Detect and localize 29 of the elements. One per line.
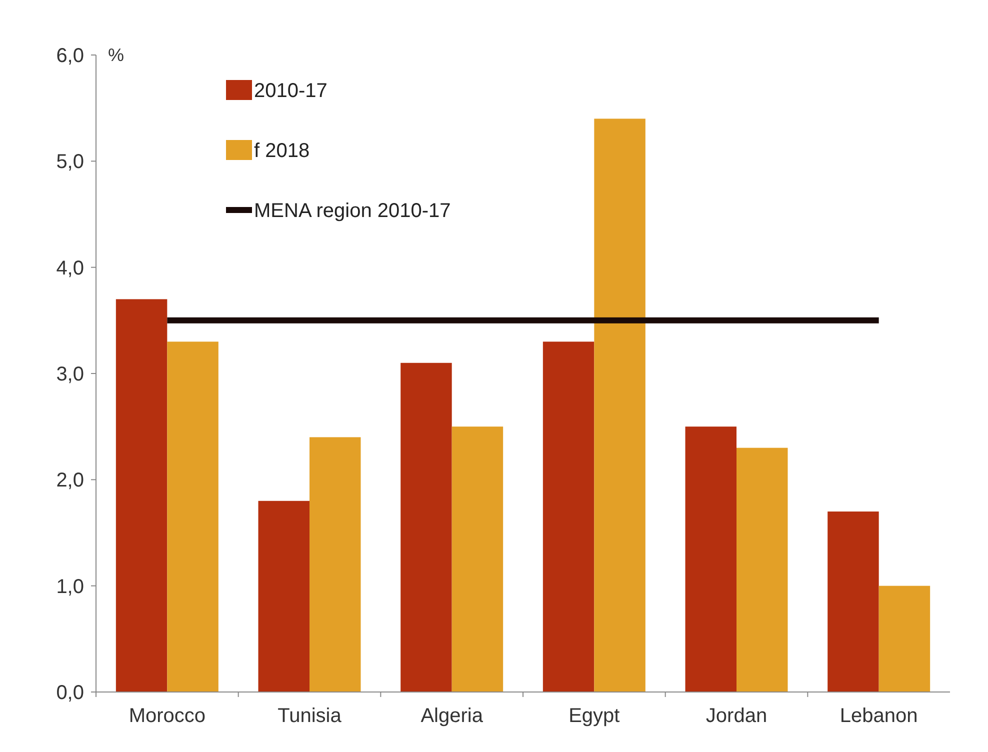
y-tick-label: 4,0 bbox=[56, 257, 84, 280]
x-tick-label: Egypt bbox=[568, 705, 620, 727]
x-tick-label: Lebanon bbox=[840, 705, 918, 727]
bar bbox=[400, 362, 452, 692]
y-tick-label: 0,0 bbox=[56, 682, 84, 704]
bar bbox=[258, 500, 310, 692]
x-tick-label: Jordan bbox=[706, 705, 768, 727]
legend-label: 2010-17 bbox=[254, 80, 328, 102]
y-tick-label: 6,0 bbox=[56, 45, 84, 67]
bar bbox=[310, 437, 361, 692]
bar bbox=[594, 118, 646, 692]
legend-label: MENA region 2010-17 bbox=[254, 200, 451, 222]
y-axis-title: % bbox=[108, 45, 124, 65]
y-tick-label: 2,0 bbox=[56, 470, 84, 492]
legend-label: f 2018 bbox=[254, 140, 310, 162]
x-tick-label: Tunisia bbox=[278, 705, 342, 727]
bar bbox=[736, 448, 788, 692]
bar bbox=[452, 426, 504, 692]
bar bbox=[116, 299, 168, 692]
y-tick-label: 5,0 bbox=[56, 151, 84, 174]
y-tick-label: 1,0 bbox=[56, 576, 84, 598]
bar bbox=[167, 342, 218, 692]
bar bbox=[542, 342, 594, 692]
y-tick-label: 3,0 bbox=[56, 364, 84, 386]
bar bbox=[878, 586, 930, 692]
x-tick-label: Algeria bbox=[420, 705, 484, 727]
bar bbox=[685, 426, 736, 692]
x-tick-label: Morocco bbox=[128, 705, 206, 727]
bar bbox=[828, 512, 879, 692]
